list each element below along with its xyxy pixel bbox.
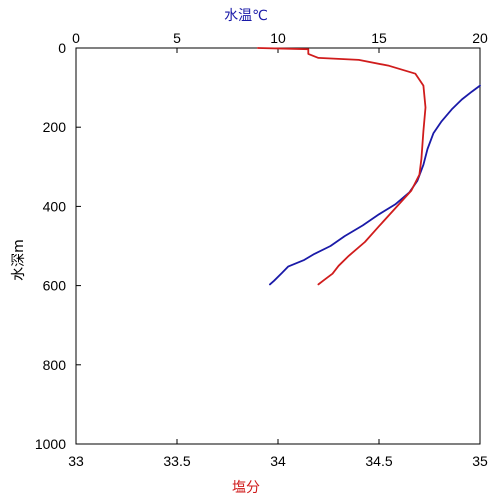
bottom-axis-ticks: 33 33.5 34 34.5 35 [68,439,488,469]
y-tick-label: 1000 [35,436,66,452]
y-axis-title: 水深m [11,239,27,281]
top-axis-title: 水温℃ [224,8,268,24]
top-tick-label: 0 [72,30,80,46]
top-tick-label: 5 [173,30,181,46]
top-axis-ticks: 0 5 10 15 20 [72,30,488,53]
y-axis-ticks: 0 200 400 600 800 1000 [35,40,81,452]
series-layer [256,47,481,286]
bottom-tick-label: 34 [270,453,286,469]
top-tick-label: 20 [472,30,488,46]
bottom-tick-label: 33 [68,453,84,469]
top-tick-label: 15 [371,30,387,46]
y-tick-label: 200 [43,119,67,135]
bottom-tick-label: 34.5 [365,453,392,469]
salinity-series-line [256,47,427,286]
bottom-axis-title: 塩分 [232,480,260,496]
temperature-series-line [268,84,481,286]
top-tick-label: 10 [270,30,286,46]
y-tick-label: 0 [58,40,66,56]
y-tick-label: 800 [43,357,67,373]
y-tick-label: 400 [43,198,67,214]
bottom-tick-label: 35 [472,453,488,469]
bottom-tick-label: 33.5 [163,453,190,469]
plot-frame [75,47,481,445]
y-tick-label: 600 [43,278,67,294]
